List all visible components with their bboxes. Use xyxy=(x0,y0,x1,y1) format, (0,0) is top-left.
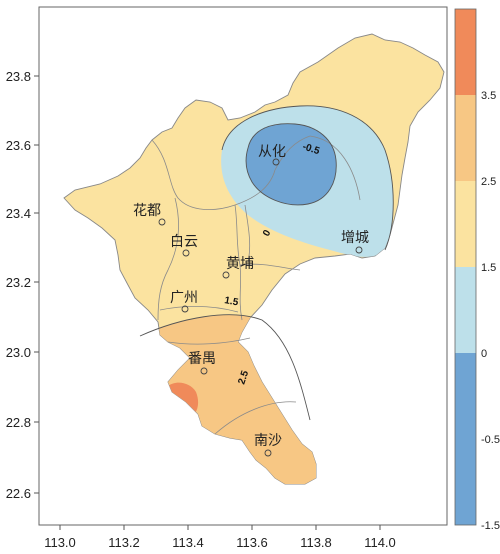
x-tick-label: 113.4 xyxy=(172,535,204,550)
colorbar-segment-6 xyxy=(455,439,476,525)
x-tick-label: 114.0 xyxy=(364,535,396,550)
label-zengcheng: 增城 xyxy=(341,230,369,246)
label-conghua: 从化 xyxy=(258,144,286,160)
y-tick-label: 23.0 xyxy=(6,345,31,360)
colorbar-segment-4 xyxy=(455,267,476,353)
contour-label-0: 0 xyxy=(261,228,274,239)
label-huangpu: 黄埔 xyxy=(226,255,254,272)
y-tick-label: 22.8 xyxy=(6,415,31,430)
x-axis: 113.0 113.2 113.4 113.6 113.8 114.0 xyxy=(44,525,396,550)
label-guangzhou: 广州 xyxy=(170,290,198,306)
contour-lines xyxy=(139,105,394,421)
x-tick-label: 113.6 xyxy=(236,535,268,550)
x-tick-label: 113.8 xyxy=(300,535,332,550)
y-tick-label: 23.6 xyxy=(6,138,31,153)
colorbar-segment-5 xyxy=(455,353,476,439)
colorbar-label-minus-0-5: -0.5 xyxy=(481,434,500,446)
colorbar-segment-1 xyxy=(455,9,476,95)
colorbar-segment-3 xyxy=(455,181,476,267)
colorbar-label-3-5: 3.5 xyxy=(481,90,496,102)
x-tick-label: 113.0 xyxy=(44,535,76,550)
contour-label-1-5: 1.5 xyxy=(223,295,239,308)
label-huadu: 花都 xyxy=(133,203,161,219)
contour-band-minus-0-5-to-minus-1-5 xyxy=(246,123,337,205)
label-panyu: 番禺 xyxy=(188,351,216,367)
colorbar: 3.5 2.5 1.5 0 -0.5 -1.5 xyxy=(454,8,500,532)
label-nansha: 南沙 xyxy=(254,433,282,449)
colorbar-segment-2 xyxy=(455,95,476,181)
city-markers xyxy=(158,158,363,457)
label-baiyun: 白云 xyxy=(170,234,198,250)
colorbar-label-1-5: 1.5 xyxy=(481,262,496,274)
colorbar-label-minus-1-5: -1.5 xyxy=(481,520,500,532)
colorbar-frame xyxy=(454,8,477,526)
district-boundaries xyxy=(151,135,361,435)
y-tick-label: 23.4 xyxy=(6,206,31,221)
y-tick-label: 23.2 xyxy=(6,275,31,290)
contour-label-2-5: 2.5 xyxy=(236,369,251,386)
contour-label-minus-0-5: -0.5 xyxy=(301,141,321,157)
colorbar-label-0: 0 xyxy=(481,348,487,360)
y-tick-label: 22.6 xyxy=(6,486,31,501)
y-tick-label: 23.8 xyxy=(6,69,31,84)
y-axis: 22.6 22.8 23.0 23.2 23.4 23.6 23.8 xyxy=(6,69,39,501)
colorbar-label-2-5: 2.5 xyxy=(481,176,496,188)
x-tick-label: 113.2 xyxy=(108,535,140,550)
